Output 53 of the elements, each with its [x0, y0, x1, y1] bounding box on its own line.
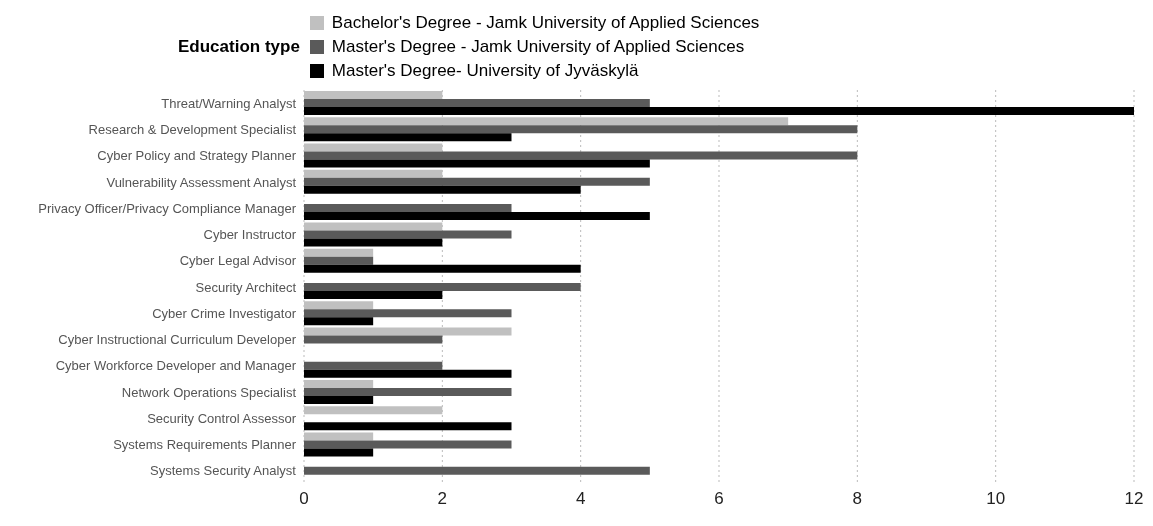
bar	[304, 185, 581, 194]
y-tick-label: Cyber Legal Advisor	[179, 253, 297, 269]
y-tick-label: Cyber Instructor	[203, 227, 297, 243]
bar	[304, 159, 650, 168]
y-tick-label: Cyber Instructional Curriculum Developer	[58, 332, 297, 348]
y-tick-label: Cyber Crime Investigator	[152, 305, 297, 321]
bar	[304, 264, 581, 273]
y-tick-label: Research & Development Specialist	[88, 122, 297, 138]
bar	[304, 212, 650, 221]
bar	[304, 369, 512, 378]
legend-label: Master's Degree - Jamk University of Applied Sciences	[331, 36, 745, 58]
bar	[304, 282, 581, 291]
x-tick-label: 6	[714, 489, 724, 509]
bar	[304, 309, 512, 318]
x-tick-label: 0	[299, 489, 309, 509]
y-tick-label: Systems Security Analyst	[150, 463, 297, 479]
bar	[304, 395, 374, 404]
bar	[304, 335, 443, 344]
bar	[304, 466, 650, 475]
bar	[304, 448, 374, 457]
bar	[304, 422, 512, 431]
y-tick-label: Network Operations Specialist	[121, 384, 297, 400]
bar	[304, 256, 374, 265]
bar	[304, 361, 443, 370]
legend-label: Master's Degree- University of Jyväskylä	[331, 60, 639, 82]
bar	[304, 230, 512, 239]
x-tick-label: 4	[575, 489, 586, 509]
x-tick-label: 8	[852, 489, 863, 509]
legend-title: Education type	[178, 37, 300, 57]
y-tick-label: Security Architect	[195, 279, 297, 295]
x-tick-label: 2	[437, 489, 448, 509]
bar	[304, 99, 650, 108]
bar	[304, 290, 443, 299]
bar	[304, 151, 858, 160]
y-tick-label: Vulnerability Assessment Analyst	[106, 174, 297, 190]
y-tick-label: Security Control Assessor	[147, 410, 297, 426]
y-tick-label: Privacy Officer/Privacy Compliance Manager	[38, 200, 297, 216]
bar	[304, 177, 650, 186]
bar	[304, 133, 512, 142]
y-tick-label: Threat/Warning Analyst	[161, 95, 297, 111]
bar	[304, 107, 1134, 116]
x-tick-label: 10	[986, 489, 1006, 509]
y-tick-label: Cyber Workforce Developer and Manager	[55, 358, 297, 374]
y-tick-label: Systems Requirements Planner	[113, 437, 297, 453]
bar	[304, 317, 374, 326]
bar	[304, 238, 443, 247]
bar	[304, 125, 858, 134]
bar	[304, 387, 512, 396]
bar	[304, 204, 512, 213]
bar	[304, 440, 512, 449]
legend-label: Bachelor's Degree - Jamk University of Applied Sciences	[331, 12, 760, 34]
y-tick-label: Cyber Policy and Strategy Planner	[97, 148, 297, 164]
x-tick-label: 12	[1124, 489, 1144, 509]
